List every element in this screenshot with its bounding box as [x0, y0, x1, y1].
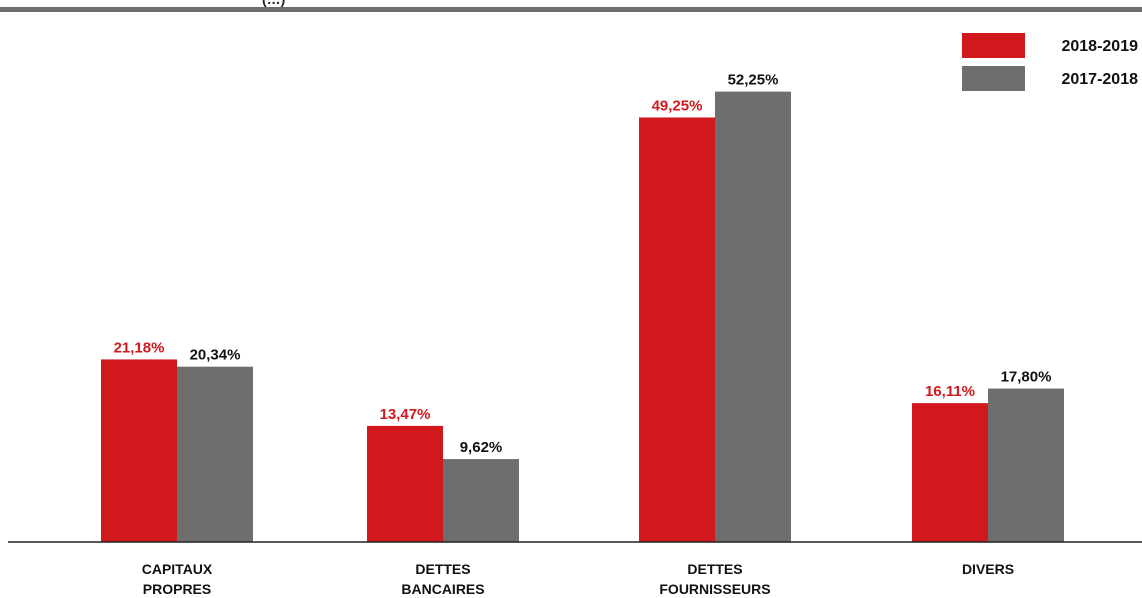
bar-2017-2018-2: [715, 91, 791, 542]
category-label-3-line-0: DIVERS: [962, 561, 1014, 577]
legend-label-2018-2019: 2018-2019: [1061, 38, 1138, 55]
bar-2017-2018-1: [443, 459, 519, 542]
bar-2017-2018-0: [177, 366, 253, 542]
category-label-2-line-1: FOURNISSEURS: [659, 581, 770, 597]
category-label-1-line-0: DETTES: [415, 561, 470, 577]
legend-label-2017-2018: 2017-2018: [1061, 71, 1138, 88]
bar-2018-2019-3: [912, 403, 988, 542]
bar-2018-2019-2: [639, 117, 715, 542]
value-label-2017-2018-3: 17,80%: [1001, 369, 1052, 386]
bar-2018-2019-0: [101, 359, 177, 542]
value-label-2018-2019-3: 16,11%: [925, 383, 975, 400]
value-label-2017-2018-0: 20,34%: [190, 347, 241, 364]
category-label-0-line-0: CAPITAUX: [142, 561, 213, 577]
legend-swatch-2018-2019: [962, 33, 1025, 58]
value-label-2018-2019-1: 13,47%: [380, 406, 431, 423]
value-label-2018-2019-0: 21,18%: [114, 339, 165, 356]
category-label-1-line-1: BANCAIRES: [401, 581, 484, 597]
top-cropped-text: (…): [262, 0, 285, 7]
value-label-2017-2018-1: 9,62%: [460, 439, 503, 456]
category-label-2-line-0: DETTES: [687, 561, 742, 577]
top-rule: [0, 7, 1142, 12]
bar-2018-2019-1: [367, 425, 443, 542]
legend-swatch-2017-2018: [962, 66, 1025, 91]
bar-2017-2018-3: [988, 388, 1064, 542]
value-label-2017-2018-2: 52,25%: [728, 72, 779, 89]
category-label-0-line-1: PROPRES: [143, 581, 211, 597]
value-label-2018-2019-2: 49,25%: [652, 97, 703, 114]
